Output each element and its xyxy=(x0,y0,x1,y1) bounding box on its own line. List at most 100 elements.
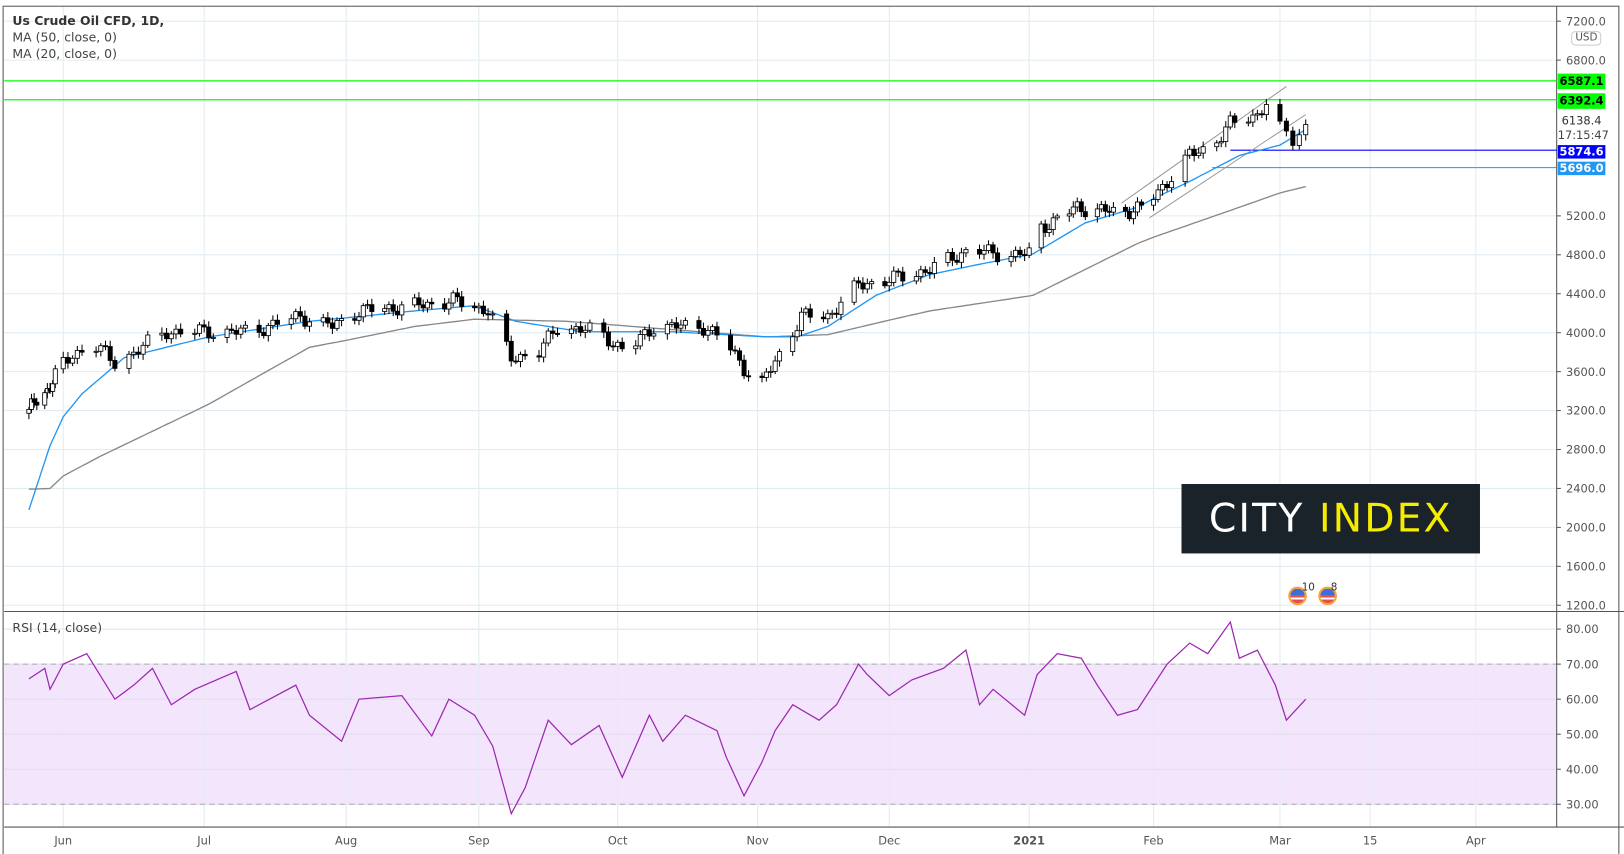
candle-body xyxy=(986,244,992,251)
candle-body xyxy=(949,252,955,261)
candle-body xyxy=(550,330,556,334)
candle-body xyxy=(945,252,951,263)
trend-channel-line xyxy=(1121,85,1287,204)
candle-body xyxy=(517,353,523,362)
candle-body xyxy=(356,316,362,321)
event-count: 8 xyxy=(1330,582,1338,594)
candle-body xyxy=(173,328,179,335)
time-tick-label: Jun xyxy=(53,834,72,848)
candle-body xyxy=(395,310,400,316)
candle-body xyxy=(159,332,165,336)
trend-channel-line xyxy=(1149,114,1307,219)
candle-body xyxy=(339,318,345,321)
candle-body xyxy=(1164,184,1170,189)
candle-body xyxy=(522,353,528,357)
candle-body xyxy=(210,336,216,339)
candle-body xyxy=(70,357,76,364)
candle-body xyxy=(637,334,643,347)
rsi-legend[interactable]: RSI (14, close) xyxy=(12,620,103,636)
candle-body xyxy=(922,269,928,273)
candle-body xyxy=(201,324,207,328)
candle-body xyxy=(1134,201,1140,213)
candle-body xyxy=(601,322,607,333)
candle-body xyxy=(31,398,37,403)
candle-body xyxy=(192,332,198,335)
candle-body xyxy=(34,401,40,406)
candle-body xyxy=(229,328,235,331)
candle-body xyxy=(768,370,774,373)
candle-body xyxy=(454,292,460,298)
candle-body xyxy=(242,324,248,329)
candle-body xyxy=(145,334,151,346)
price-tick-label: 4000.0 xyxy=(1566,326,1606,340)
candle-body xyxy=(420,304,426,309)
candle-body xyxy=(963,249,969,254)
candle-body xyxy=(573,326,579,330)
candle-body xyxy=(334,320,340,329)
candle-body xyxy=(513,360,519,363)
candle-body xyxy=(1102,204,1108,212)
candle-body xyxy=(856,280,862,284)
candle-body xyxy=(696,320,702,329)
candle-body xyxy=(1046,229,1052,233)
us-flag-event-icon[interactable] xyxy=(1288,586,1307,606)
candle-body xyxy=(851,280,857,303)
candle-body xyxy=(882,281,888,287)
candle-body xyxy=(1082,211,1088,218)
candle-body xyxy=(651,333,657,337)
candle-body xyxy=(446,302,452,310)
currency-button[interactable]: USD xyxy=(1571,31,1602,46)
candle-body xyxy=(238,327,244,335)
candle-body xyxy=(490,313,496,316)
candle-body xyxy=(763,371,769,378)
candle-body xyxy=(1026,247,1032,256)
candle-body xyxy=(728,334,734,351)
candle-body xyxy=(74,350,80,359)
candle-body xyxy=(825,313,831,320)
candle-body xyxy=(472,306,478,309)
price-tick-label: 7200.0 xyxy=(1566,14,1606,28)
rsi-tick-label: 40.00 xyxy=(1566,762,1599,776)
time-tick-label: Nov xyxy=(746,834,768,848)
candle-body xyxy=(1200,146,1206,154)
ma50-line xyxy=(28,185,1306,490)
us-flag-event-icon[interactable] xyxy=(1318,586,1337,606)
candle-body xyxy=(1214,142,1220,148)
candle-body xyxy=(1022,254,1028,256)
ma50-legend[interactable]: MA (50, close, 0) xyxy=(12,30,117,45)
candle-body xyxy=(1070,206,1076,215)
candle-body xyxy=(772,360,778,372)
candle-body xyxy=(60,357,66,370)
candle-body xyxy=(265,325,271,337)
candle-body xyxy=(1008,256,1014,263)
candle-body xyxy=(678,324,684,329)
candle-body xyxy=(1182,154,1188,183)
candle-body xyxy=(1013,249,1019,257)
price-tick-label: 2400.0 xyxy=(1566,482,1606,496)
price-tick-label: 2000.0 xyxy=(1566,521,1606,535)
candle-body xyxy=(587,322,593,331)
candle-body xyxy=(958,252,964,263)
candle-body xyxy=(329,322,335,329)
candle-body xyxy=(700,327,706,336)
level-label-6587: 6587.1 xyxy=(1557,73,1606,90)
candle-body xyxy=(536,355,542,358)
candle-body xyxy=(399,304,405,316)
candle-body xyxy=(1155,189,1161,200)
candle-body xyxy=(480,305,486,315)
candle-body xyxy=(582,329,588,333)
candle-body xyxy=(382,308,388,312)
ma20-legend[interactable]: MA (20, close, 0) xyxy=(12,46,117,62)
candle-body xyxy=(864,283,870,290)
candle-body xyxy=(288,318,294,325)
candle-body xyxy=(424,301,430,309)
candle-body xyxy=(107,346,113,361)
symbol-title[interactable]: Us Crude Oil CFD, 1D, xyxy=(12,13,165,28)
time-tick-label: 2021 xyxy=(1013,834,1045,848)
time-tick-label: Jul xyxy=(196,834,211,848)
candle-body xyxy=(664,324,670,335)
candle-body xyxy=(1126,210,1132,220)
candle-body xyxy=(412,297,418,306)
chart-frame xyxy=(2,5,1620,854)
